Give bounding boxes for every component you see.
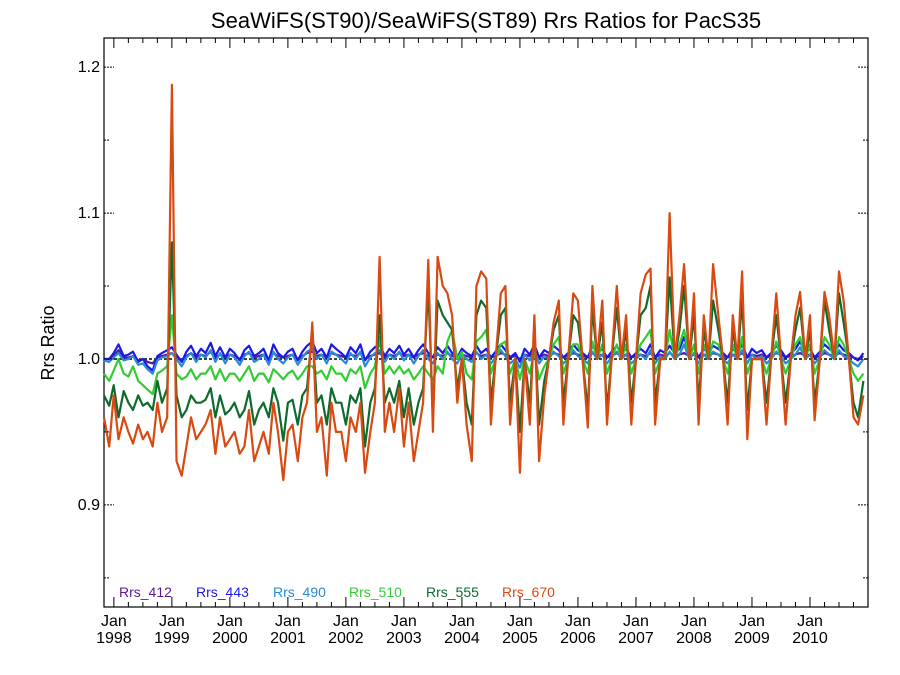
- x-tick-label-month: Jan: [681, 613, 707, 630]
- x-tick-label-year: 2003: [386, 630, 422, 647]
- legend-entry-rrs-443: Rrs_443: [196, 584, 249, 600]
- x-tick-label-month: Jan: [507, 613, 533, 630]
- x-tick-label-year: 1998: [96, 630, 132, 647]
- chart-title: SeaWiFS(ST90)/SeaWiFS(ST89) Rrs Ratios f…: [211, 8, 761, 33]
- series-group: [102, 83, 865, 482]
- legend-entry-rrs-510: Rrs_510: [349, 584, 402, 600]
- y-tick-label: 1.1: [78, 205, 100, 222]
- x-tick-label-year: 1999: [154, 630, 190, 647]
- x-tick-label-year: 2006: [560, 630, 596, 647]
- legend-entry-rrs-670: Rrs_670: [502, 584, 555, 600]
- x-tick-label-year: 2004: [444, 630, 480, 647]
- x-tick-label-year: 2007: [618, 630, 654, 647]
- x-tick-label-year: 2000: [212, 630, 248, 647]
- legend-entry-rrs-555: Rrs_555: [426, 584, 479, 600]
- y-tick-label: 0.9: [78, 497, 100, 514]
- x-tick-label-year: 2001: [270, 630, 306, 647]
- legend-entry-rrs-490: Rrs_490: [273, 584, 326, 600]
- y-axis: 0.9 1.0 1.1 1.2: [78, 59, 868, 579]
- x-tick-label-month: Jan: [565, 613, 591, 630]
- x-tick-label-year: 2005: [502, 630, 538, 647]
- series-line-rrs-670: [102, 83, 865, 482]
- y-tick-label: 1.2: [78, 59, 100, 76]
- y-tick-label: 1.0: [78, 351, 100, 368]
- x-tick-label-month: Jan: [739, 613, 765, 630]
- x-tick-label-month: Jan: [449, 613, 475, 630]
- x-tick-label-year: 2008: [676, 630, 712, 647]
- x-tick-label-month: Jan: [797, 613, 823, 630]
- x-tick-label-month: Jan: [217, 613, 243, 630]
- x-axis: Jan1998Jan1999Jan2000Jan2001Jan2002Jan20…: [96, 38, 854, 647]
- x-tick-label-year: 2009: [734, 630, 770, 647]
- x-tick-label-month: Jan: [159, 613, 185, 630]
- x-tick-label-month: Jan: [275, 613, 301, 630]
- plot-area: [103, 37, 869, 608]
- plot-frame: [103, 37, 869, 608]
- x-tick-label-month: Jan: [623, 613, 649, 630]
- legend-entry-rrs-412: Rrs_412: [119, 584, 172, 600]
- y-axis-label: Rrs Ratio: [38, 305, 58, 380]
- x-tick-label-month: Jan: [391, 613, 417, 630]
- x-tick-label-year: 2002: [328, 630, 364, 647]
- legend: Rrs_412 Rrs_443 Rrs_490 Rrs_510 Rrs_555 Rrs_6…: [119, 584, 555, 600]
- x-tick-label-month: Jan: [101, 613, 127, 630]
- x-tick-label-month: Jan: [333, 613, 359, 630]
- x-tick-label-year: 2010: [792, 630, 828, 647]
